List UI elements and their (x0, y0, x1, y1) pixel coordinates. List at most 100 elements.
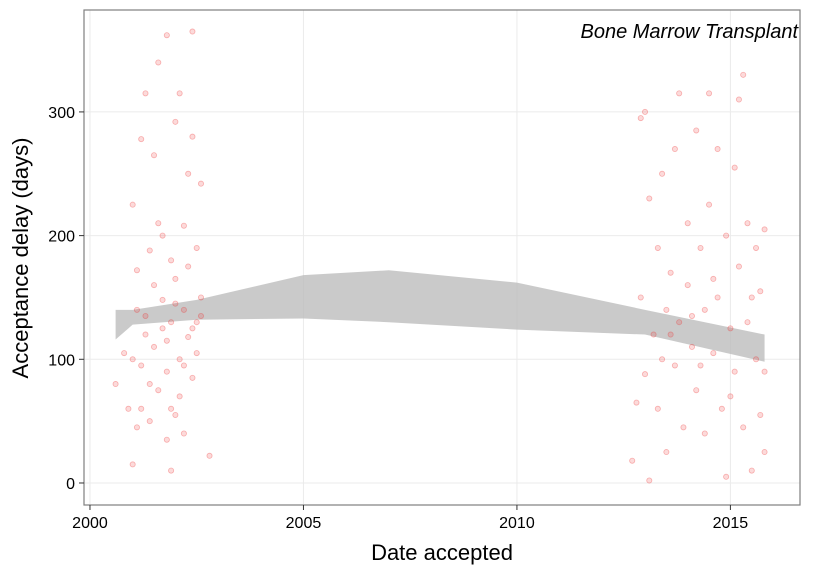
data-point (138, 362, 145, 369)
data-point (180, 222, 187, 229)
x-tick-label: 2005 (286, 515, 322, 532)
data-point (706, 201, 713, 208)
data-point (185, 334, 192, 341)
data-point (163, 337, 170, 344)
y-tick-label: 300 (48, 105, 75, 122)
data-point (723, 473, 730, 480)
data-point (133, 306, 140, 313)
data-point (155, 220, 162, 227)
data-point (688, 313, 695, 320)
data-point (172, 411, 179, 418)
data-point (671, 146, 678, 153)
data-point (138, 136, 145, 143)
data-point (761, 368, 768, 375)
data-point (189, 133, 196, 140)
data-point (142, 313, 149, 320)
data-point (693, 387, 700, 394)
data-point (697, 362, 704, 369)
data-point (757, 411, 764, 418)
data-point (697, 244, 704, 251)
data-point (667, 331, 674, 338)
data-point (753, 356, 760, 363)
data-point (748, 467, 755, 474)
data-point (197, 313, 204, 320)
data-point (180, 306, 187, 313)
y-axis-title: Acceptance delay (days) (8, 138, 33, 379)
data-point (193, 244, 200, 251)
data-point (667, 269, 674, 276)
y-tick-label: 200 (48, 229, 75, 246)
data-point (129, 201, 136, 208)
data-point (163, 32, 170, 39)
data-point (146, 247, 153, 254)
data-point (727, 325, 734, 332)
data-point (129, 461, 136, 468)
data-point (168, 467, 175, 474)
data-point (718, 405, 725, 412)
data-point (684, 282, 691, 289)
data-point (155, 387, 162, 394)
annotation: Bone Marrow Transplant (581, 21, 800, 43)
data-point (642, 371, 649, 378)
x-tick-label: 2015 (713, 515, 749, 532)
data-point (206, 452, 213, 459)
data-point (757, 288, 764, 295)
data-point (142, 90, 149, 97)
data-point (637, 115, 644, 122)
confidence-band (115, 270, 765, 362)
data-point (646, 477, 653, 484)
data-point (146, 381, 153, 388)
data-point (714, 294, 721, 301)
data-point (688, 343, 695, 350)
data-point (761, 449, 768, 456)
y-tick-label: 100 (48, 352, 75, 369)
data-point (163, 436, 170, 443)
y-tick-label: 0 (66, 476, 75, 493)
data-point (172, 118, 179, 125)
x-tick-label: 2010 (499, 515, 535, 532)
data-point (151, 343, 158, 350)
data-point (663, 449, 670, 456)
data-point (731, 164, 738, 171)
data-point (159, 325, 166, 332)
data-point (727, 393, 734, 400)
data-point (197, 180, 204, 187)
data-point (744, 220, 751, 227)
data-point (710, 275, 717, 282)
data-point (125, 405, 132, 412)
data-point (671, 362, 678, 369)
data-point (761, 226, 768, 233)
data-point (180, 362, 187, 369)
data-point (748, 294, 755, 301)
data-point (701, 430, 708, 437)
data-point (684, 220, 691, 227)
data-point (168, 319, 175, 326)
x-tick-label: 2000 (72, 515, 108, 532)
data-point (189, 374, 196, 381)
data-point (193, 350, 200, 357)
data-point (142, 331, 149, 338)
data-point (710, 350, 717, 357)
data-point (159, 296, 166, 303)
data-point (172, 275, 179, 282)
data-point (133, 267, 140, 274)
data-point (723, 232, 730, 239)
data-point (189, 325, 196, 332)
data-point (168, 405, 175, 412)
data-point (706, 90, 713, 97)
data-point (654, 405, 661, 412)
data-point (151, 282, 158, 289)
data-point (163, 368, 170, 375)
data-point (714, 146, 721, 153)
data-point (676, 90, 683, 97)
data-point (168, 257, 175, 264)
data-point (740, 71, 747, 78)
data-point (744, 319, 751, 326)
data-point (185, 170, 192, 177)
data-point (680, 424, 687, 431)
data-point (629, 457, 636, 464)
data-point (676, 319, 683, 326)
data-point (129, 356, 136, 363)
data-point (185, 263, 192, 270)
